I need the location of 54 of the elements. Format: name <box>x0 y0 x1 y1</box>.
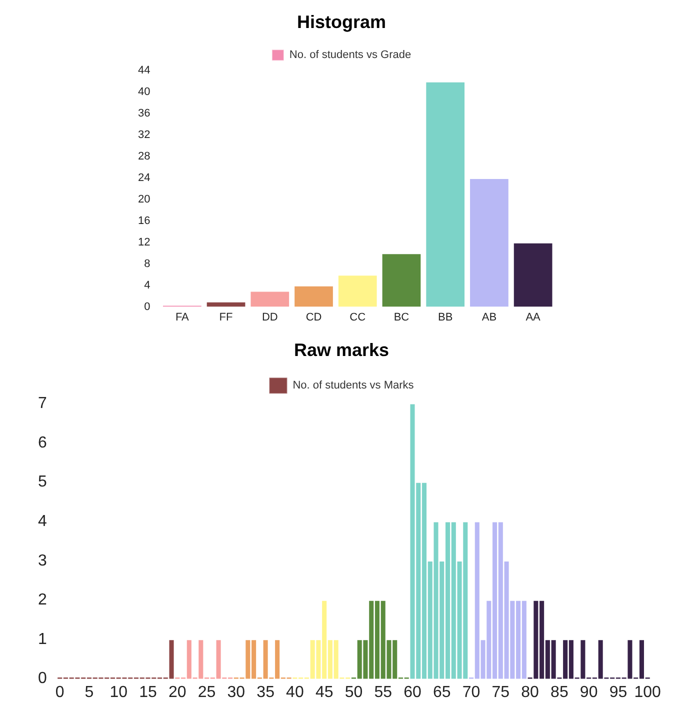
x-tick-label: 90 <box>580 684 598 701</box>
y-tick-label: 2 <box>38 592 47 609</box>
x-tick-label: BB <box>438 311 453 324</box>
x-tick-label: 25 <box>198 684 216 701</box>
y-tick-label: 1 <box>38 630 47 648</box>
y-tick-label: 40 <box>138 86 150 98</box>
y-tick-label: 28 <box>138 150 150 163</box>
x-tick-label: CC <box>350 311 366 324</box>
x-tick-label: 55 <box>374 684 392 701</box>
y-tick-label: 20 <box>138 193 150 206</box>
x-tick-label: FA <box>175 311 190 324</box>
x-tick-label: AA <box>526 311 542 324</box>
y-tick-label: 5 <box>38 474 47 491</box>
y-tick-label: 3 <box>38 552 47 570</box>
x-tick-label: 70 <box>462 684 480 701</box>
y-tick-label: 6 <box>38 434 47 452</box>
x-tick-label: 30 <box>227 684 246 701</box>
y-tick-label: 16 <box>138 214 150 227</box>
y-tick-label: 24 <box>138 172 150 184</box>
chart-title: Raw marks <box>294 340 390 360</box>
x-tick-label: 0 <box>55 684 64 701</box>
x-tick-label: FF <box>219 311 234 324</box>
y-tick-label: 0 <box>144 300 150 313</box>
y-tick-label: 36 <box>138 108 150 120</box>
x-tick-label: BC <box>394 311 410 324</box>
x-tick-label: 50 <box>344 684 363 701</box>
x-tick-label: CD <box>306 311 322 324</box>
y-tick-label: 0 <box>38 670 47 688</box>
y-tick-label: 32 <box>138 129 150 142</box>
x-tick-label: 60 <box>404 684 422 701</box>
x-tick-label: 100 <box>634 684 662 701</box>
x-tick-label: 95 <box>609 684 628 701</box>
x-tick-label: 5 <box>84 684 94 701</box>
x-tick-label: AB <box>482 311 497 324</box>
y-tick-label: 4 <box>144 279 150 292</box>
y-tick-label: 4 <box>38 512 47 530</box>
x-tick-label: 40 <box>286 684 304 701</box>
x-tick-label: 35 <box>256 684 275 701</box>
y-tick-label: 44 <box>138 64 150 77</box>
chart-title: Histogram <box>296 12 386 32</box>
y-tick-label: 8 <box>144 258 150 270</box>
legend-label: No. of students vs Grade <box>289 49 412 62</box>
x-tick-label: 75 <box>492 684 510 701</box>
x-tick-label: 45 <box>315 684 334 701</box>
x-tick-label: 65 <box>432 684 451 701</box>
x-tick-label: 80 <box>521 684 540 701</box>
x-tick-label: 85 <box>550 684 568 701</box>
legend-label: No. of students vs Marks <box>292 380 414 392</box>
x-tick-label: 15 <box>139 684 157 701</box>
y-tick-label: 7 <box>38 395 47 412</box>
x-tick-label: 20 <box>168 684 186 701</box>
x-tick-label: 10 <box>110 684 128 701</box>
y-tick-label: 12 <box>138 236 150 248</box>
x-tick-label: DD <box>262 311 278 324</box>
